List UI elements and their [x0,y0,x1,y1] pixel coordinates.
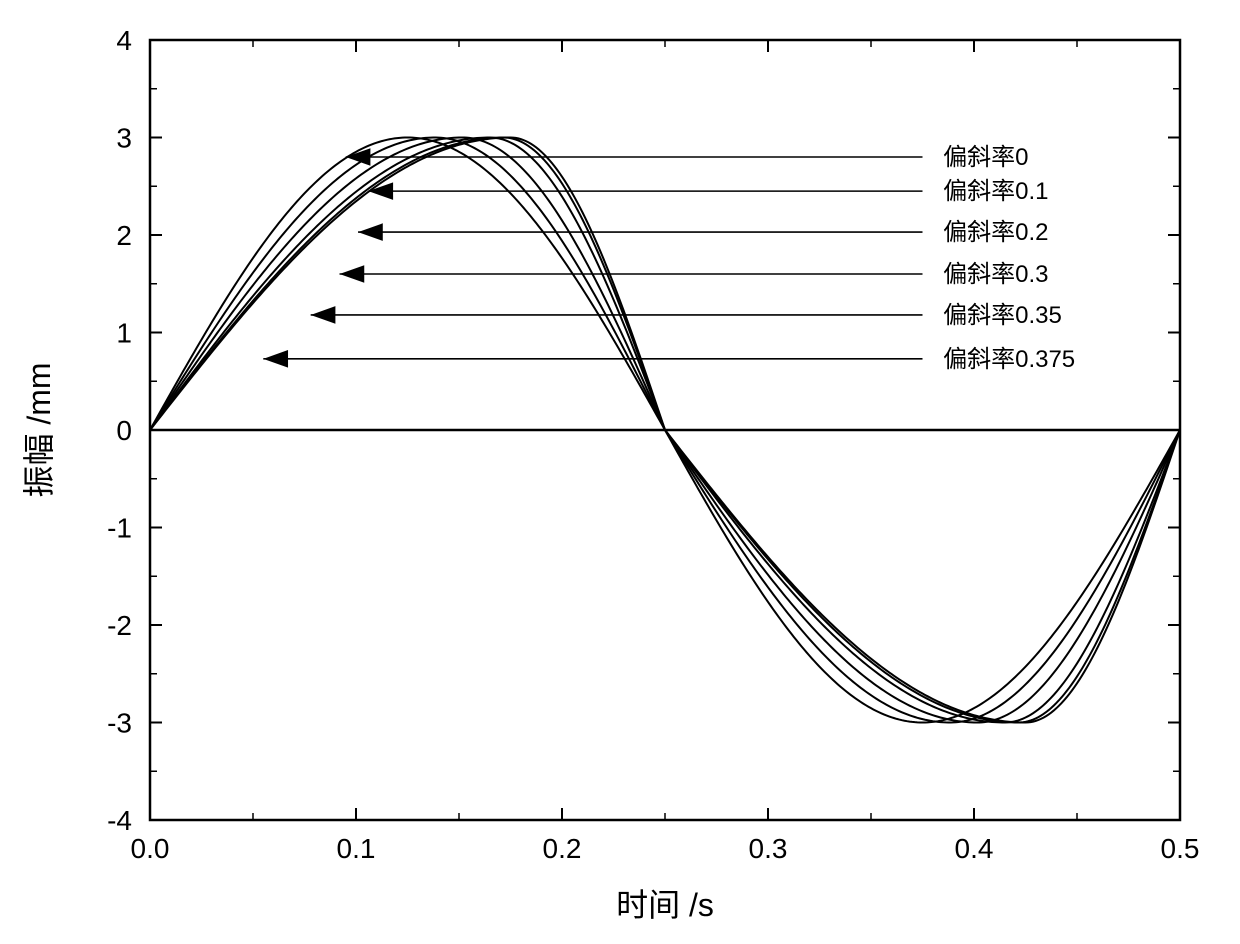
x-tick-label: 0.3 [749,833,788,864]
y-tick-label: -3 [107,708,132,739]
line-chart: 0.0 0.1 0.2 0.3 0.4 0.5 -4 -3 -2 -1 0 1 2 3 4 时间 /s 振幅 /… [0,0,1240,944]
legend-label: 偏斜率0.2 [943,219,1048,246]
chart-container: 0.0 0.1 0.2 0.3 0.4 0.5 -4 -3 -2 -1 0 1 2 3 4 时间 /s 振幅 /… [0,0,1240,944]
legend-label: 偏斜率0.1 [943,178,1048,205]
x-tick-label: 0.1 [337,833,376,864]
y-tick-label: 1 [116,318,132,349]
y-tick-label: 3 [116,123,132,154]
x-tick-label: 0.4 [955,833,994,864]
legend-label: 偏斜率0.375 [943,346,1075,373]
x-tick-label: 0.0 [131,833,170,864]
y-axis-label: 振幅 /mm [21,362,57,497]
legend-label: 偏斜率0.3 [943,261,1048,288]
y-tick-label: 4 [116,25,132,56]
legend-label: 偏斜率0 [943,144,1028,171]
x-tick-label: 0.5 [1161,833,1200,864]
y-tick-label: -1 [107,513,132,544]
x-axis-label: 时间 /s [616,887,714,923]
x-tick-label: 0.2 [543,833,582,864]
y-tick-label: 2 [116,220,132,251]
chart-bg [0,0,1240,944]
legend-label: 偏斜率0.35 [943,302,1062,329]
y-tick-label: -2 [107,610,132,641]
y-tick-label: -4 [107,805,132,836]
y-tick-label: 0 [116,415,132,446]
